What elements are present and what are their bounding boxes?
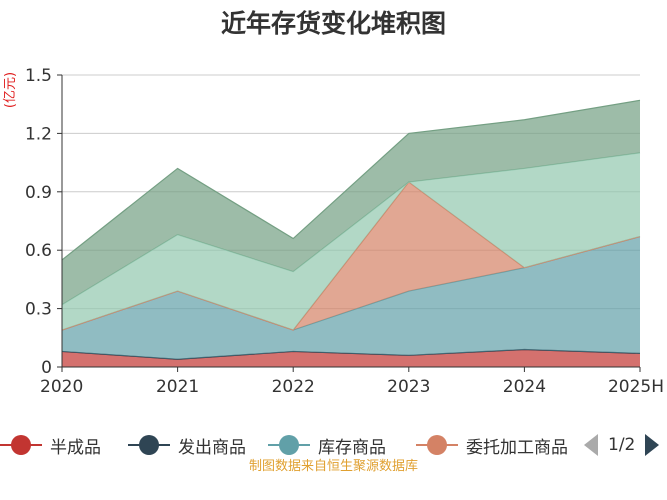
x-tick-label: 2020 bbox=[40, 377, 83, 397]
legend-item[interactable]: 发出商品 bbox=[128, 428, 246, 462]
legend-pager: 1/2 bbox=[582, 428, 667, 462]
chart-title: 近年存货变化堆积图 bbox=[220, 9, 446, 38]
legend-swatch-icon bbox=[0, 435, 42, 455]
series-area-4 bbox=[62, 152, 640, 331]
x-tick-label: 2021 bbox=[156, 377, 199, 397]
legend-item[interactable]: 库存商品 bbox=[268, 428, 386, 462]
next-page-icon[interactable] bbox=[643, 432, 661, 458]
legend-label: 库存商品 bbox=[318, 437, 386, 458]
series-area-2 bbox=[62, 236, 640, 360]
legend: 半成品 发出商品 库存商品 委托加工商品 bbox=[0, 428, 667, 462]
stacked-area-chart: 0 0.3 0.6 0.9 1.2 1.5 2020 2021 2022 2023 2024 2025… bbox=[3, 66, 664, 397]
x-tick-label: 2023 bbox=[387, 377, 430, 397]
series-area-0 bbox=[62, 349, 640, 367]
x-tick-label: 2025H bbox=[608, 377, 664, 397]
y-axis-label: (亿元) bbox=[3, 72, 18, 108]
prev-page-icon[interactable] bbox=[582, 432, 600, 458]
legend-item[interactable]: 委托加工商品 bbox=[416, 428, 568, 462]
y-tick-label: 1.5 bbox=[25, 66, 52, 86]
y-tick-label: 0.3 bbox=[25, 300, 52, 320]
legend-items-viewport: 半成品 发出商品 库存商品 委托加工商品 bbox=[0, 428, 572, 462]
legend-swatch-icon bbox=[128, 435, 170, 455]
x-tick-label: 2022 bbox=[272, 377, 315, 397]
legend-page-indicator: 1/2 bbox=[608, 435, 636, 455]
legend-item[interactable]: 半成品 bbox=[0, 428, 101, 462]
y-tick-label: 1.2 bbox=[25, 124, 52, 144]
legend-label: 发出商品 bbox=[178, 437, 246, 458]
legend-swatch-icon bbox=[416, 435, 458, 455]
x-tick-label: 2024 bbox=[503, 377, 546, 397]
series-areas bbox=[61, 99, 641, 367]
legend-label: 委托加工商品 bbox=[466, 437, 568, 458]
y-tick-label: 0.9 bbox=[25, 183, 52, 203]
legend-swatch-icon bbox=[268, 435, 310, 455]
series-line-5 bbox=[61, 99, 641, 261]
data-source-note: 制图数据来自恒生聚源数据库 bbox=[248, 459, 418, 474]
series-area-5 bbox=[62, 100, 640, 305]
y-tick-label: 0.6 bbox=[25, 241, 52, 261]
y-tick-label: 0 bbox=[41, 358, 52, 378]
axes: 0 0.3 0.6 0.9 1.2 1.5 2020 2021 2022 2023 2024 2025… bbox=[25, 66, 664, 397]
legend-label: 半成品 bbox=[50, 437, 101, 458]
series-line-3 bbox=[61, 181, 641, 331]
